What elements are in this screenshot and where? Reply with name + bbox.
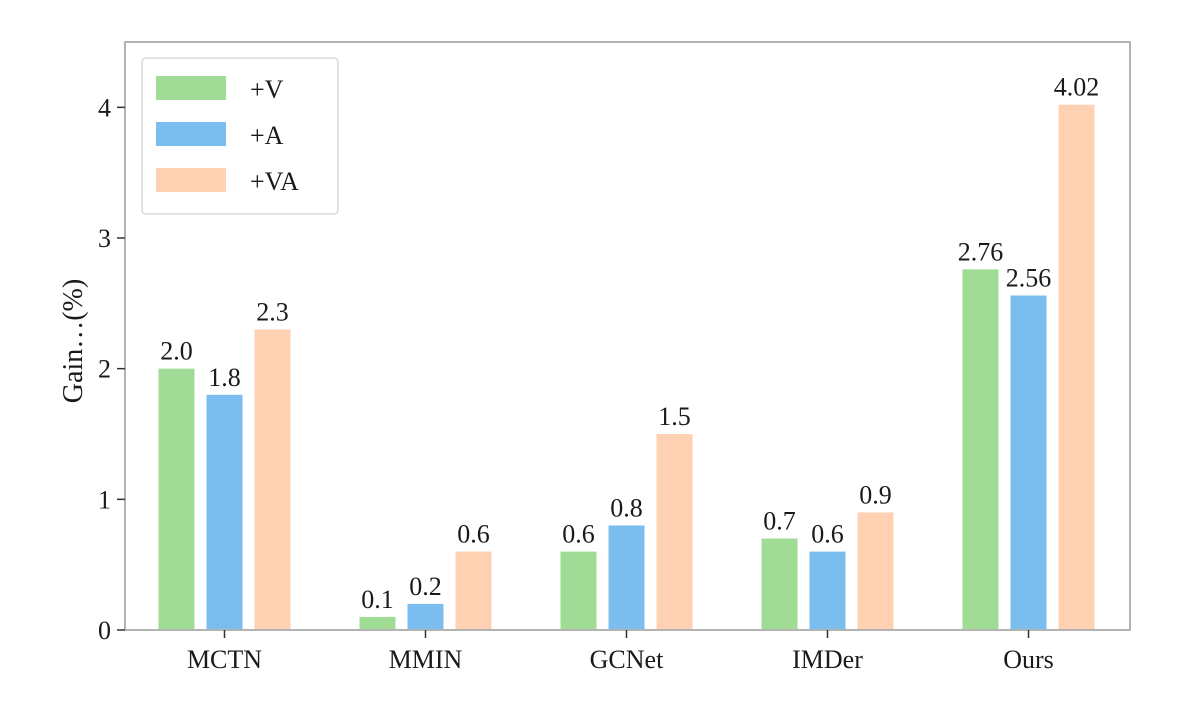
x-axis: MCTN MMIN GCNet IMDer Ours (187, 630, 1054, 674)
data-label: 0.6 (562, 520, 595, 549)
y-axis: 0 1 2 3 4 (98, 93, 125, 645)
bar-va-ours (1058, 104, 1095, 631)
data-label: 0.6 (457, 520, 490, 549)
data-label: 1.5 (658, 402, 691, 431)
bar-a-mmin (407, 603, 444, 630)
legend-swatch (156, 122, 226, 146)
bar-v-gcnet (560, 551, 597, 630)
y-tick-label: 0 (98, 616, 111, 645)
data-label: 0.2 (409, 572, 442, 601)
data-label: 2.3 (256, 297, 289, 326)
x-tick-label: MCTN (187, 645, 262, 674)
bar-va-mmin (455, 551, 492, 630)
y-tick-label: 1 (98, 485, 111, 514)
x-tick-label: Ours (1003, 645, 1054, 674)
y-tick-label: 3 (98, 224, 111, 253)
legend-label: +A (250, 121, 284, 150)
data-label: 0.6 (811, 520, 844, 549)
data-label: 0.8 (610, 493, 643, 522)
data-label: 2.56 (1006, 263, 1052, 292)
legend-swatch (156, 168, 226, 192)
bar-a-mctn (206, 394, 243, 630)
bar-a-gcnet (608, 525, 645, 630)
x-tick-label: GCNet (590, 645, 664, 674)
data-label: 1.8 (208, 363, 241, 392)
data-label: 2.76 (958, 237, 1004, 266)
y-tick-label: 2 (98, 355, 111, 384)
data-label: 0.7 (763, 507, 796, 536)
bar-v-mmin (359, 616, 396, 630)
bar-v-mctn (158, 368, 195, 630)
legend-label: +VA (250, 167, 299, 196)
bar-va-gcnet (656, 434, 693, 630)
bar-a-ours (1010, 295, 1047, 630)
data-label: 4.02 (1054, 73, 1100, 102)
data-label: 0.9 (859, 480, 892, 509)
bar-a-imder (809, 551, 846, 630)
bars-layer (158, 104, 1095, 631)
legend-label: +V (250, 75, 284, 104)
x-tick-label: MMIN (389, 645, 463, 674)
legend: +V +A +VA (141, 57, 339, 215)
data-label: 2.0 (160, 337, 193, 366)
bar-v-ours (962, 269, 999, 630)
x-tick-label: IMDer (792, 645, 863, 674)
data-label: 0.1 (361, 585, 394, 614)
data-labels-layer: 2.0 1.8 2.3 0.1 0.2 0.6 0.6 0.8 1.5 0.7 0.6 0.9 2.76… (160, 73, 1099, 614)
bar-va-imder (857, 512, 894, 630)
bar-va-mctn (254, 329, 291, 630)
bar-v-imder (761, 538, 798, 630)
plot-frame (124, 41, 1131, 631)
y-tick-label: 4 (98, 93, 111, 122)
legend-swatch (156, 76, 226, 100)
y-axis-title: Gain…(%) (58, 279, 89, 403)
